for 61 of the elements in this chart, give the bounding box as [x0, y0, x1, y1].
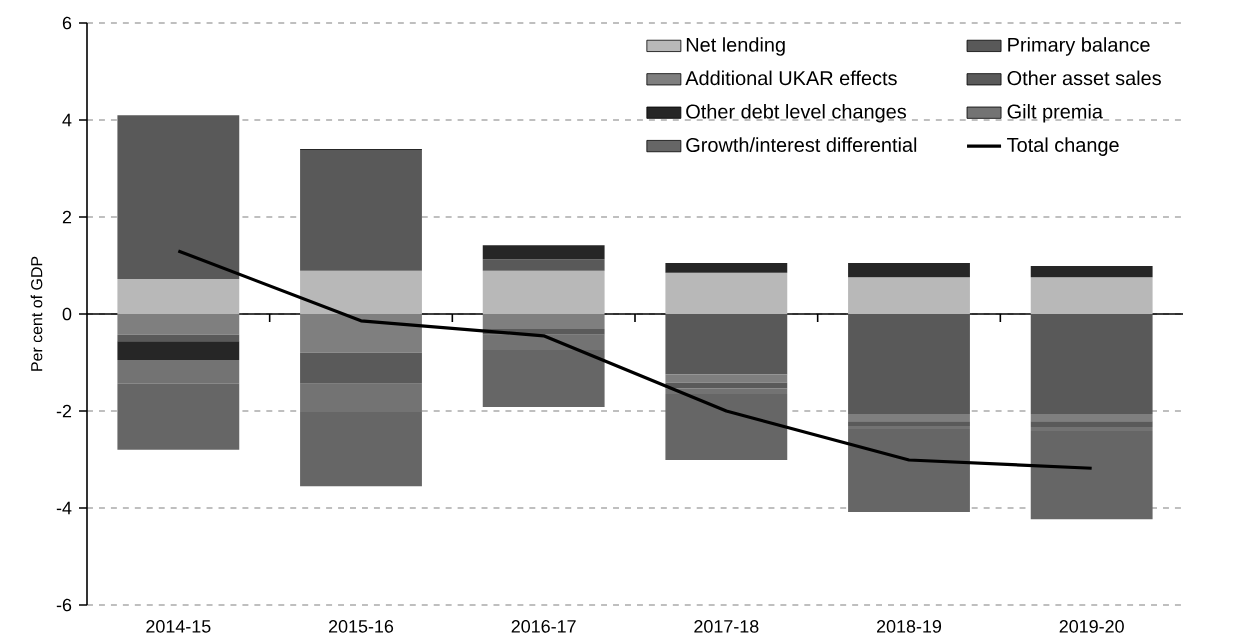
bar — [300, 314, 422, 353]
bar — [117, 314, 240, 335]
legend-label: Total change — [1007, 137, 1119, 156]
bar — [300, 270, 422, 314]
bar — [1030, 277, 1153, 314]
bar — [117, 383, 240, 450]
legend-label: Additional UKAR effects — [685, 70, 897, 86]
bar — [117, 360, 240, 384]
bar — [1030, 265, 1153, 278]
bar — [1030, 430, 1153, 520]
y-tick-label: -6 — [56, 598, 72, 612]
x-tick-label: 2015-16 — [329, 620, 394, 633]
bar — [848, 428, 970, 512]
bar — [1030, 314, 1153, 414]
bar — [482, 314, 605, 330]
x-tick-label: 2018-19 — [877, 620, 942, 633]
legend-label: Growth/interest differential — [686, 137, 917, 152]
bar — [1030, 421, 1153, 427]
y-tick-label: 6 — [62, 16, 72, 30]
legend-label: Primary balance — [1008, 37, 1150, 56]
y-tick-label: -4 — [56, 501, 72, 515]
y-tick-label: -2 — [56, 404, 72, 418]
bar — [1030, 413, 1153, 422]
bar — [665, 382, 788, 389]
bar — [848, 314, 970, 414]
legend-label: Gilt premia — [1007, 103, 1103, 123]
bar — [482, 270, 605, 314]
bar — [848, 277, 970, 314]
bar — [300, 150, 422, 271]
bar — [848, 263, 970, 278]
x-tick-label: 2016-17 — [511, 620, 576, 633]
bar — [300, 352, 422, 384]
bar — [300, 411, 422, 487]
bar — [665, 388, 788, 395]
bar — [482, 334, 605, 350]
y-tick-label: 4 — [62, 113, 72, 127]
y-tick-label: 0 — [62, 307, 72, 321]
bar — [117, 341, 240, 361]
bar — [665, 263, 788, 273]
x-tick-label: 2014-15 — [146, 620, 211, 633]
x-tick-label: 2019-20 — [1059, 620, 1124, 633]
bar — [117, 115, 240, 280]
line-series — [176, 249, 1094, 470]
bar — [117, 279, 240, 314]
bar — [482, 259, 605, 271]
bar — [848, 421, 970, 427]
bar — [665, 272, 788, 314]
y-tick-label: 2 — [62, 210, 72, 224]
bar — [665, 394, 788, 460]
bar — [482, 245, 605, 260]
legend-label: Net lending — [686, 37, 785, 56]
legend-label: Other debt level changes — [686, 103, 907, 123]
x-tick-label: 2017-18 — [694, 620, 759, 633]
legend-label: Other asset sales — [1007, 70, 1161, 86]
y-axis-title: Per cent of GDP — [30, 256, 43, 371]
bar — [117, 334, 240, 342]
bar — [482, 349, 605, 408]
bar — [665, 314, 788, 375]
bar — [300, 383, 422, 412]
bar — [848, 413, 970, 422]
bar — [665, 374, 788, 383]
